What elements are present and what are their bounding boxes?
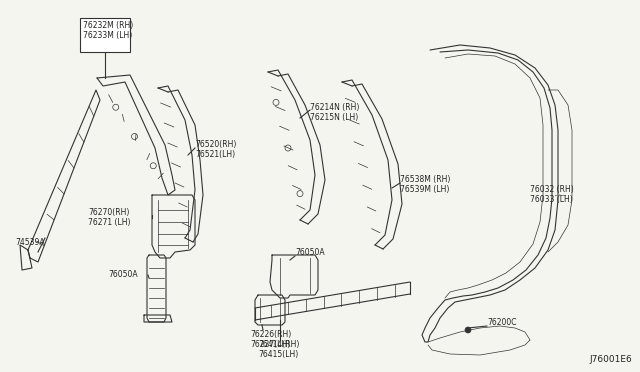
Text: 76232M (RH)
76233M (LH): 76232M (RH) 76233M (LH) xyxy=(83,21,133,41)
FancyBboxPatch shape xyxy=(80,18,130,52)
Text: 76538M (RH)
76539M (LH): 76538M (RH) 76539M (LH) xyxy=(400,175,451,195)
Circle shape xyxy=(465,327,471,333)
Text: 76214N (RH)
76215N (LH): 76214N (RH) 76215N (LH) xyxy=(310,103,360,122)
Text: 76414(RH)
76415(LH): 76414(RH) 76415(LH) xyxy=(258,340,300,359)
Text: 76032 (RH)
76033 (LH): 76032 (RH) 76033 (LH) xyxy=(530,185,573,204)
Text: 76270(RH)
76271 (LH): 76270(RH) 76271 (LH) xyxy=(88,208,131,227)
Text: 76226(RH)
76227(LH): 76226(RH) 76227(LH) xyxy=(250,330,291,349)
Text: 76520(RH)
76521(LH): 76520(RH) 76521(LH) xyxy=(195,140,236,159)
Text: 76050A: 76050A xyxy=(295,248,324,257)
Text: 74539A: 74539A xyxy=(15,238,45,247)
Text: J76001E6: J76001E6 xyxy=(589,355,632,364)
Text: 76200C: 76200C xyxy=(487,318,516,327)
Text: 76050A: 76050A xyxy=(108,270,138,279)
